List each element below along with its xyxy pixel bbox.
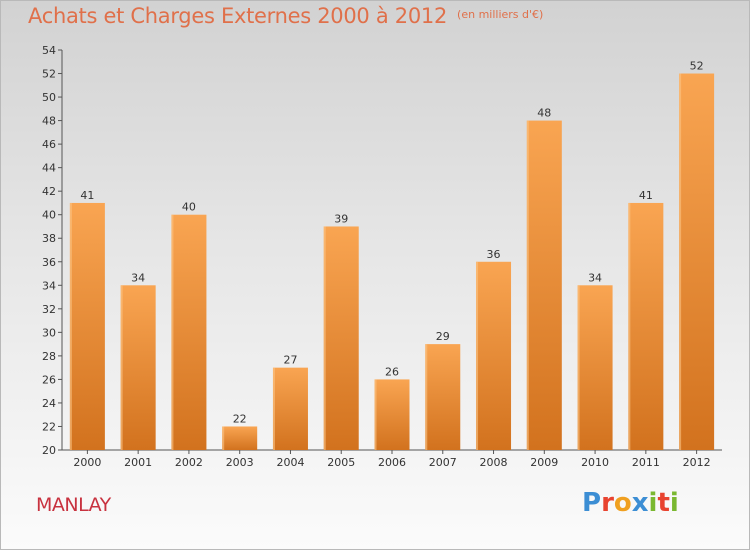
y-tick-label: 54 [42, 44, 56, 57]
y-axis: 20 22 24 26 28 30 32 34 36 38 40 42 44 46 48 50 52 54 [42, 44, 63, 457]
x-axis: 2000 2001 2002 2003 2004 2005 2006 2007 2008 2009… [62, 449, 722, 469]
y-tick-label: 34 [42, 279, 56, 292]
bar-highlight [374, 379, 377, 450]
x-tick-label: 2004 [276, 456, 304, 469]
chart-unit: (en milliers d'€) [457, 8, 544, 21]
x-tick-label: 2012 [683, 456, 711, 469]
y-tick-label: 20 [42, 444, 56, 457]
y-tick-label: 40 [42, 209, 56, 222]
bar-2010 [577, 285, 613, 450]
commune-name: MANLAY [36, 494, 111, 516]
brand-logo: Proxiti [582, 488, 679, 518]
data-label-2001: 34 [131, 271, 145, 284]
brand-letter: o [613, 488, 632, 518]
data-label-2009: 48 [537, 107, 551, 120]
x-tick-label: 2011 [632, 456, 660, 469]
data-label-2012: 52 [690, 60, 704, 73]
bar-highlight [679, 73, 682, 450]
bar-highlight [476, 261, 479, 450]
bar-2012 [679, 73, 715, 450]
bar-highlight [425, 344, 428, 450]
y-tick-label: 38 [42, 232, 56, 245]
data-label-2007: 29 [436, 330, 450, 343]
y-tick-label: 46 [42, 138, 56, 151]
data-label-2003: 22 [233, 412, 247, 425]
bar-highlight [323, 226, 326, 450]
bar-2008 [476, 261, 512, 450]
y-tick-label: 24 [42, 397, 56, 410]
bar-2001 [120, 285, 156, 450]
brand-letter: i [669, 488, 679, 518]
x-tick-label: 2005 [327, 456, 355, 469]
bar-2004 [272, 367, 308, 450]
y-tick-label: 48 [42, 115, 56, 128]
bar-2002 [171, 214, 207, 450]
bar-2000 [69, 202, 105, 450]
brand-letter: x [631, 488, 649, 518]
y-tick-label: 32 [42, 303, 56, 316]
bar-2011 [628, 202, 664, 450]
brand-letter: P [582, 488, 602, 518]
y-tick-label: 44 [42, 162, 56, 175]
data-label-2010: 34 [588, 271, 602, 284]
brand-letter: t [657, 488, 670, 518]
data-label-2000: 41 [80, 189, 94, 202]
bar-highlight [577, 285, 580, 450]
data-label-2008: 36 [487, 248, 501, 261]
x-tick-label: 2003 [226, 456, 254, 469]
bar-highlight [120, 285, 123, 450]
data-label-2011: 41 [639, 189, 653, 202]
bar-highlight [69, 202, 72, 450]
x-tick-label: 2009 [530, 456, 558, 469]
y-tick-label: 36 [42, 256, 56, 269]
x-tick-label: 2002 [175, 456, 203, 469]
data-label-2002: 40 [182, 201, 196, 214]
bar-highlight [272, 367, 275, 450]
x-tick-label: 2007 [429, 456, 457, 469]
brand-letter: i [648, 488, 658, 518]
data-label-2005: 39 [334, 212, 348, 225]
bar-highlight [526, 120, 529, 451]
y-tick-label: 22 [42, 420, 56, 433]
data-label-2004: 27 [283, 354, 297, 367]
data-labels-group: 41 34 40 22 27 39 26 29 36 48 34 41 52 [80, 60, 703, 426]
bar-2007 [425, 344, 461, 450]
x-tick-label: 2010 [581, 456, 609, 469]
y-tick-label: 42 [42, 185, 56, 198]
y-tick-label: 30 [42, 326, 56, 339]
x-tick-label: 2008 [480, 456, 508, 469]
bar-2003 [222, 426, 258, 450]
bar-highlight [628, 202, 631, 450]
y-tick-label: 52 [42, 68, 56, 81]
bars-group [69, 73, 715, 451]
data-label-2006: 26 [385, 365, 399, 378]
bar-2009 [526, 120, 562, 451]
y-tick-label: 26 [42, 373, 56, 386]
x-tick-label: 2006 [378, 456, 406, 469]
brand-letter: r [601, 488, 614, 518]
y-tick-label: 28 [42, 350, 56, 363]
bar-2006 [374, 379, 410, 450]
bar-2005 [323, 226, 359, 450]
bar-highlight [171, 214, 174, 450]
x-tick-label: 2000 [73, 456, 101, 469]
bar-highlight [222, 426, 225, 450]
x-tick-label: 2001 [124, 456, 152, 469]
y-tick-label: 50 [42, 91, 56, 104]
chart-title: Achats et Charges Externes 2000 à 2012 [28, 4, 448, 28]
title-block: Achats et Charges Externes 2000 à 2012 (e… [28, 4, 543, 28]
